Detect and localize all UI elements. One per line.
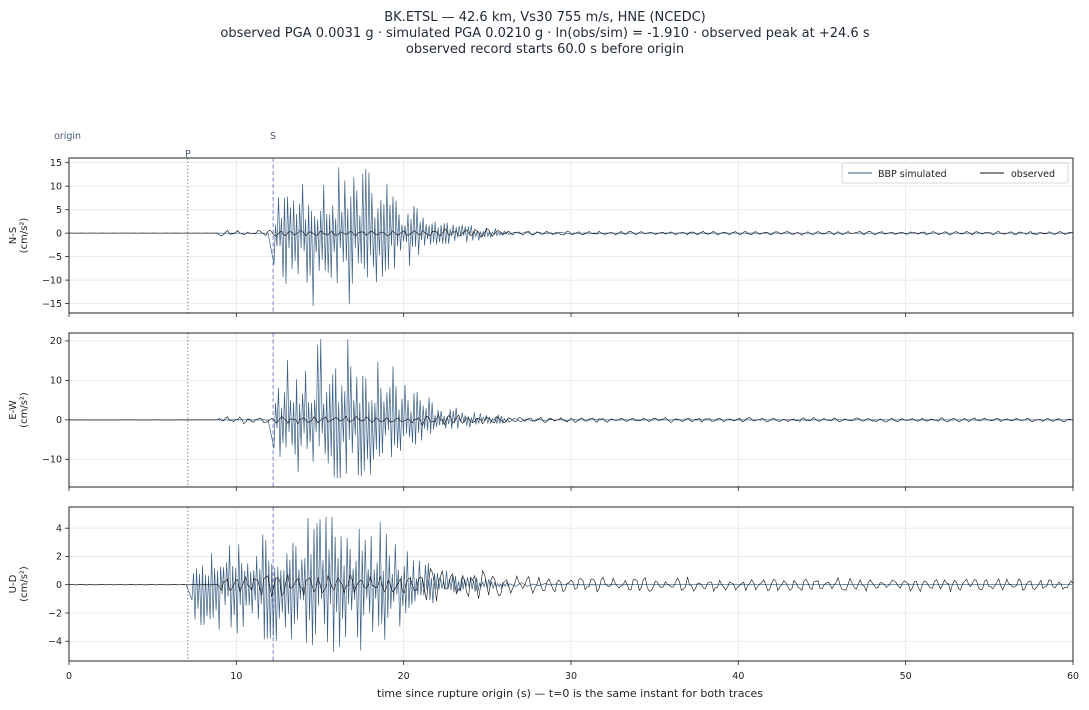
y-tick-label: 2 <box>56 552 62 563</box>
chart-title-line-1: BK.ETSL — 42.6 km, Vs30 755 m/s, HNE (NC… <box>384 10 705 25</box>
y-tick-label: −4 <box>48 637 62 648</box>
chart-title-line-2: observed PGA 0.0031 g · simulated PGA 0.… <box>220 26 869 41</box>
simulated-trace <box>69 516 1072 653</box>
legend-sim-label: BBP simulated <box>878 169 947 180</box>
y-axis-label-n-s: N-S(cm/s²) <box>8 218 30 254</box>
y-axis-label-e-w: E-W(cm/s²) <box>8 392 30 428</box>
y-tick-label: −10 <box>42 455 62 466</box>
x-tick-label: 50 <box>900 671 912 682</box>
legend-box <box>841 162 1069 184</box>
simulated-trace <box>69 167 1072 307</box>
y-tick-label: 0 <box>56 228 62 239</box>
y-tick-label: −15 <box>42 299 62 310</box>
origin-marker-label: origin <box>54 131 81 142</box>
y-axis-label-component: U-D <box>8 574 19 593</box>
x-tick-label: 0 <box>66 671 72 682</box>
y-axis-label-u-d: U-D(cm/s²) <box>8 566 30 602</box>
x-tick-label: 20 <box>398 671 410 682</box>
x-axis-label: time since rupture origin (s) — t=0 is t… <box>377 687 763 700</box>
y-axis-label-component: N-S <box>8 227 19 244</box>
y-axis-label-unit: (cm/s²) <box>19 566 30 602</box>
observed-trace <box>69 567 1073 602</box>
y-axis-label-unit: (cm/s²) <box>19 218 30 254</box>
chart-title-line-3: observed record starts 60.0 s before ori… <box>406 42 684 57</box>
panel-n-s: 15 10 5 0 −5 −10 −15 N-S(cm/s²) <box>8 157 1074 317</box>
x-tick-label: 30 <box>565 671 577 682</box>
observed-trace <box>69 228 1073 238</box>
panel-u-d: 420−2−40 10 20 30 40 50 60U-D(cm/s²) <box>8 506 1079 682</box>
y-axis-label-unit: (cm/s²) <box>19 392 30 428</box>
y-tick-label: 0 <box>56 580 62 591</box>
y-tick-label: 5 <box>56 205 62 216</box>
y-tick-label: 0 <box>56 415 62 426</box>
y-axis-label-component: E-W <box>8 400 19 420</box>
s-arrival-label: S <box>270 131 276 142</box>
y-tick-label: 4 <box>56 523 62 534</box>
y-tick-label: 10 <box>50 376 62 387</box>
panels-group: 151050−5−10−15N-S(cm/s²)20100−10E-W(cm/s… <box>8 157 1079 682</box>
p-arrival-label: P <box>185 149 191 160</box>
x-tick-label: 10 <box>230 671 242 682</box>
observed-trace <box>69 414 1073 427</box>
simulated-trace <box>69 339 1072 479</box>
x-tick-label: 40 <box>732 671 744 682</box>
legend: BBP simulated observed <box>841 162 1069 184</box>
y-tick-label: −2 <box>48 608 62 619</box>
x-tick-label: 60 <box>1067 671 1079 682</box>
y-tick-label: 20 <box>50 336 62 347</box>
y-tick-label: −5 <box>48 252 62 263</box>
legend-obs-label: observed <box>1011 169 1055 180</box>
y-tick-label: −10 <box>42 275 62 286</box>
y-tick-label: 10 <box>50 181 62 192</box>
y-tick-label: 15 <box>50 158 62 169</box>
panel-e-w: 20 10 0 −10 E-W(cm/s²) <box>8 332 1074 491</box>
